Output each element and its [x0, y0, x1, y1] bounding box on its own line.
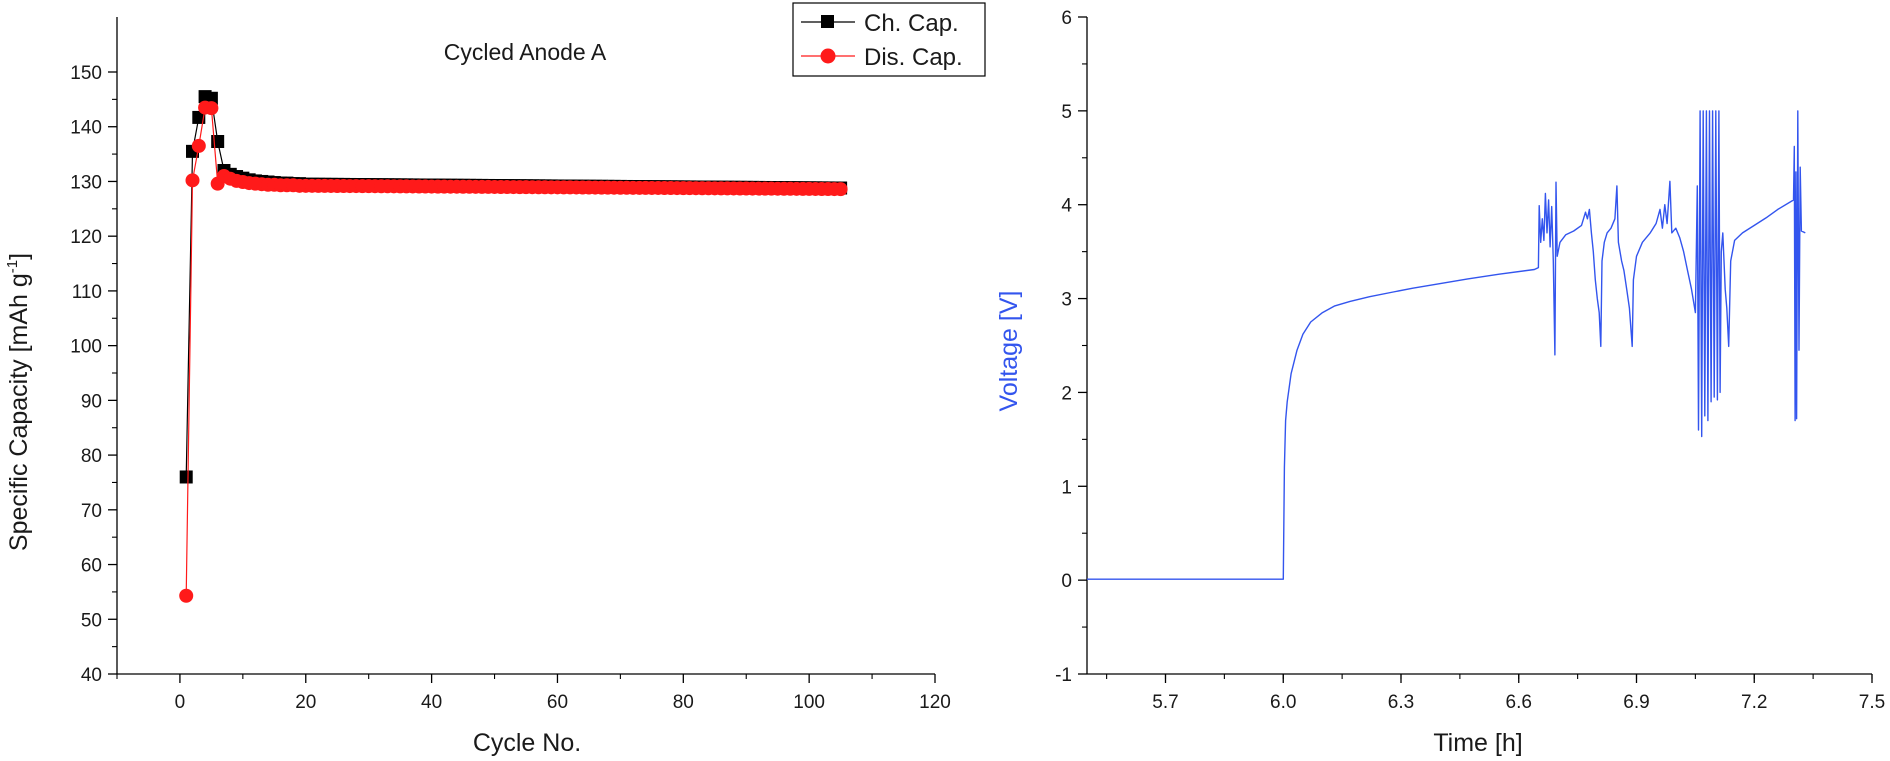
legend-marker-discharge — [820, 48, 836, 64]
voltage-y-tick-label: 3 — [1061, 290, 1072, 311]
capacity-y-tick-label: 130 — [70, 172, 102, 193]
capacity-y-tick-label: 100 — [70, 337, 102, 358]
capacity-axes-frame — [116, 17, 935, 675]
discharge-point — [185, 173, 200, 188]
capacity-y-axis-label-sup: -1 — [4, 260, 21, 273]
capacity-x-tick-label: 20 — [295, 692, 316, 713]
charge-point — [192, 110, 206, 124]
voltage-y-tick-label: 1 — [1061, 477, 1072, 498]
discharge-point — [204, 101, 219, 116]
voltage-x-tick-label: 7.5 — [1859, 692, 1885, 713]
capacity-y-tick-label: 80 — [81, 446, 102, 467]
capacity-y-tick-label: 60 — [81, 556, 102, 577]
capacity-y-tick-label: 150 — [70, 63, 102, 84]
legend-label-charge: Ch. Cap. — [864, 10, 959, 37]
voltage-x-axis-label: Time [h] — [1433, 729, 1522, 757]
capacity-x-tick-label: 100 — [793, 692, 825, 713]
charge-point — [211, 135, 225, 149]
capacity-y-tick-label: 110 — [72, 282, 102, 303]
legend-label-discharge: Dis. Cap. — [864, 44, 963, 71]
capacity-y-tick-label: 50 — [81, 610, 102, 631]
capacity-y-tick-label: 140 — [70, 118, 102, 139]
voltage-x-tick-label: 5.7 — [1152, 692, 1178, 713]
voltage-y-ticks: -1 0 1 2 3 4 5 6 — [1055, 8, 1087, 686]
capacity-y-tick-label: 40 — [81, 665, 102, 686]
capacity-y-tick-label: 120 — [70, 227, 102, 248]
capacity-x-ticks: 0 20 40 60 80 100 120 — [116, 674, 951, 713]
voltage-x-tick-label: 6.9 — [1623, 692, 1649, 713]
voltage-y-tick-label: 5 — [1061, 102, 1072, 123]
voltage-y-tick-label: 2 — [1061, 383, 1072, 404]
discharge-point — [191, 138, 206, 153]
capacity-y-tick-label: 90 — [81, 391, 102, 412]
voltage-y-tick-label: -1 — [1055, 665, 1072, 686]
voltage-chart: 5.7 6.0 6.3 6.6 6.9 7.2 7.5 -1 0 1 2 3 4 5 6 Time [h]… — [995, 8, 1885, 757]
discharge-markers — [179, 100, 848, 603]
capacity-legend: Ch. Cap. Dis. Cap. — [792, 2, 986, 77]
charge-markers — [179, 90, 848, 484]
capacity-x-tick-label: 120 — [919, 692, 951, 713]
legend-marker-charge — [821, 15, 834, 28]
voltage-x-tick-label: 6.0 — [1270, 692, 1296, 713]
voltage-x-tick-label: 7.2 — [1741, 692, 1767, 713]
capacity-x-tick-label: 0 — [175, 692, 186, 713]
capacity-y-axis-label-close: ] — [5, 253, 33, 260]
capacity-chart-title: Cycled Anode A — [444, 39, 607, 65]
capacity-series — [179, 90, 848, 603]
capacity-y-ticks: 40 50 60 70 80 90 100 110 120 130 140 150 — [70, 63, 117, 686]
capacity-x-tick-label: 60 — [547, 692, 568, 713]
discharge-point — [833, 182, 848, 197]
voltage-x-tick-label: 6.3 — [1388, 692, 1414, 713]
capacity-y-axis-label-main: Specific Capacity [mAh g — [5, 273, 33, 551]
capacity-y-tick-label: 70 — [81, 501, 102, 522]
voltage-series — [1087, 110, 1806, 580]
voltage-x-ticks: 5.7 6.0 6.3 6.6 6.9 7.2 7.5 — [1106, 674, 1885, 713]
charge-line — [185, 95, 841, 478]
voltage-y-tick-label: 4 — [1061, 196, 1072, 217]
voltage-y-axis-label: Voltage [V] — [995, 291, 1023, 412]
voltage-x-tick-label: 6.6 — [1506, 692, 1532, 713]
discharge-point — [179, 588, 194, 603]
voltage-y-tick-label: 6 — [1061, 8, 1072, 29]
charge-point — [179, 470, 193, 484]
voltage-axes-frame — [1086, 17, 1872, 675]
capacity-x-tick-label: 40 — [421, 692, 442, 713]
capacity-chart: Cycled Anode A 0 20 40 60 80 100 120 40 50 60 70 8… — [4, 2, 986, 757]
capacity-y-axis-label: Specific Capacity [mAh g-1] — [4, 253, 33, 551]
voltage-y-tick-label: 0 — [1061, 571, 1072, 592]
capacity-x-tick-label: 80 — [673, 692, 694, 713]
capacity-x-axis-label: Cycle No. — [473, 729, 581, 757]
voltage-trace — [1087, 110, 1806, 580]
